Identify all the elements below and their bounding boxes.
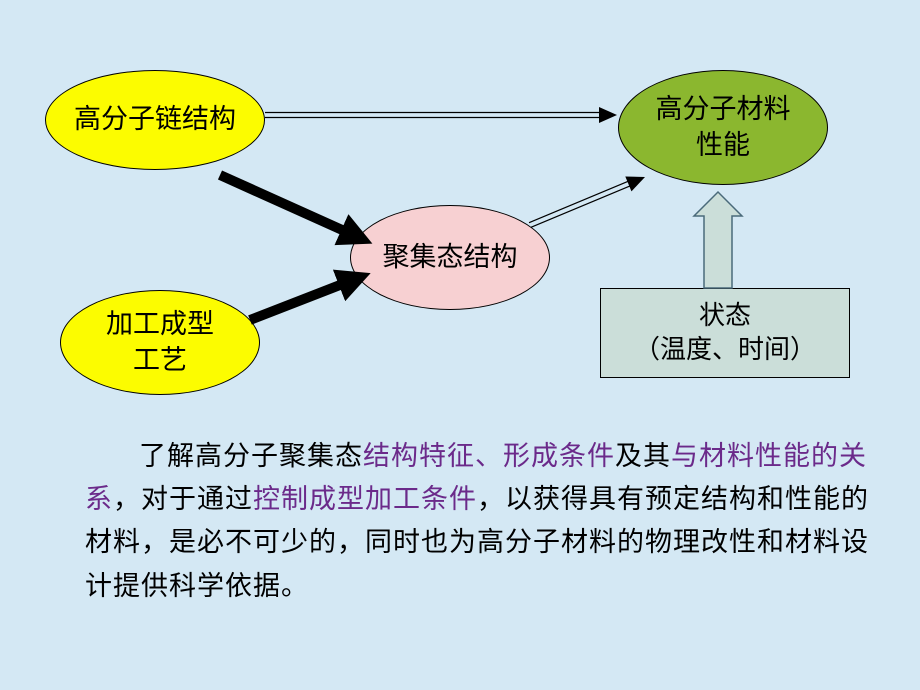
node-material: 高分子材料 性能: [618, 70, 828, 185]
node-process: 加工成型 工艺: [60, 290, 260, 395]
node-material-line1: 高分子材料: [656, 92, 791, 127]
node-chain: 高分子链结构: [45, 70, 265, 170]
text-highlight: 控制成型加工条件: [253, 484, 477, 514]
node-state: 状态 （温度、时间）: [600, 288, 850, 378]
text-normal: 及其: [615, 441, 671, 471]
node-material-line2: 性能: [696, 128, 750, 163]
node-process-line1: 加工成型: [106, 307, 214, 342]
node-aggregate-label: 聚集态结构: [383, 240, 518, 275]
node-chain-label: 高分子链结构: [74, 102, 236, 137]
node-process-line2: 工艺: [133, 343, 187, 378]
node-state-line1: 状态: [699, 299, 751, 333]
text-normal: ，对于通过: [113, 484, 253, 514]
node-aggregate: 聚集态结构: [350, 205, 550, 310]
text-normal: 了解高分子聚集态: [139, 441, 363, 471]
text-highlight: 结构特征、形成条件: [363, 441, 615, 471]
description-paragraph: 了解高分子聚集态结构特征、形成条件及其与材料性能的关系，对于通过控制成型加工条件…: [85, 435, 875, 608]
node-state-line2: （温度、时间）: [634, 333, 816, 367]
